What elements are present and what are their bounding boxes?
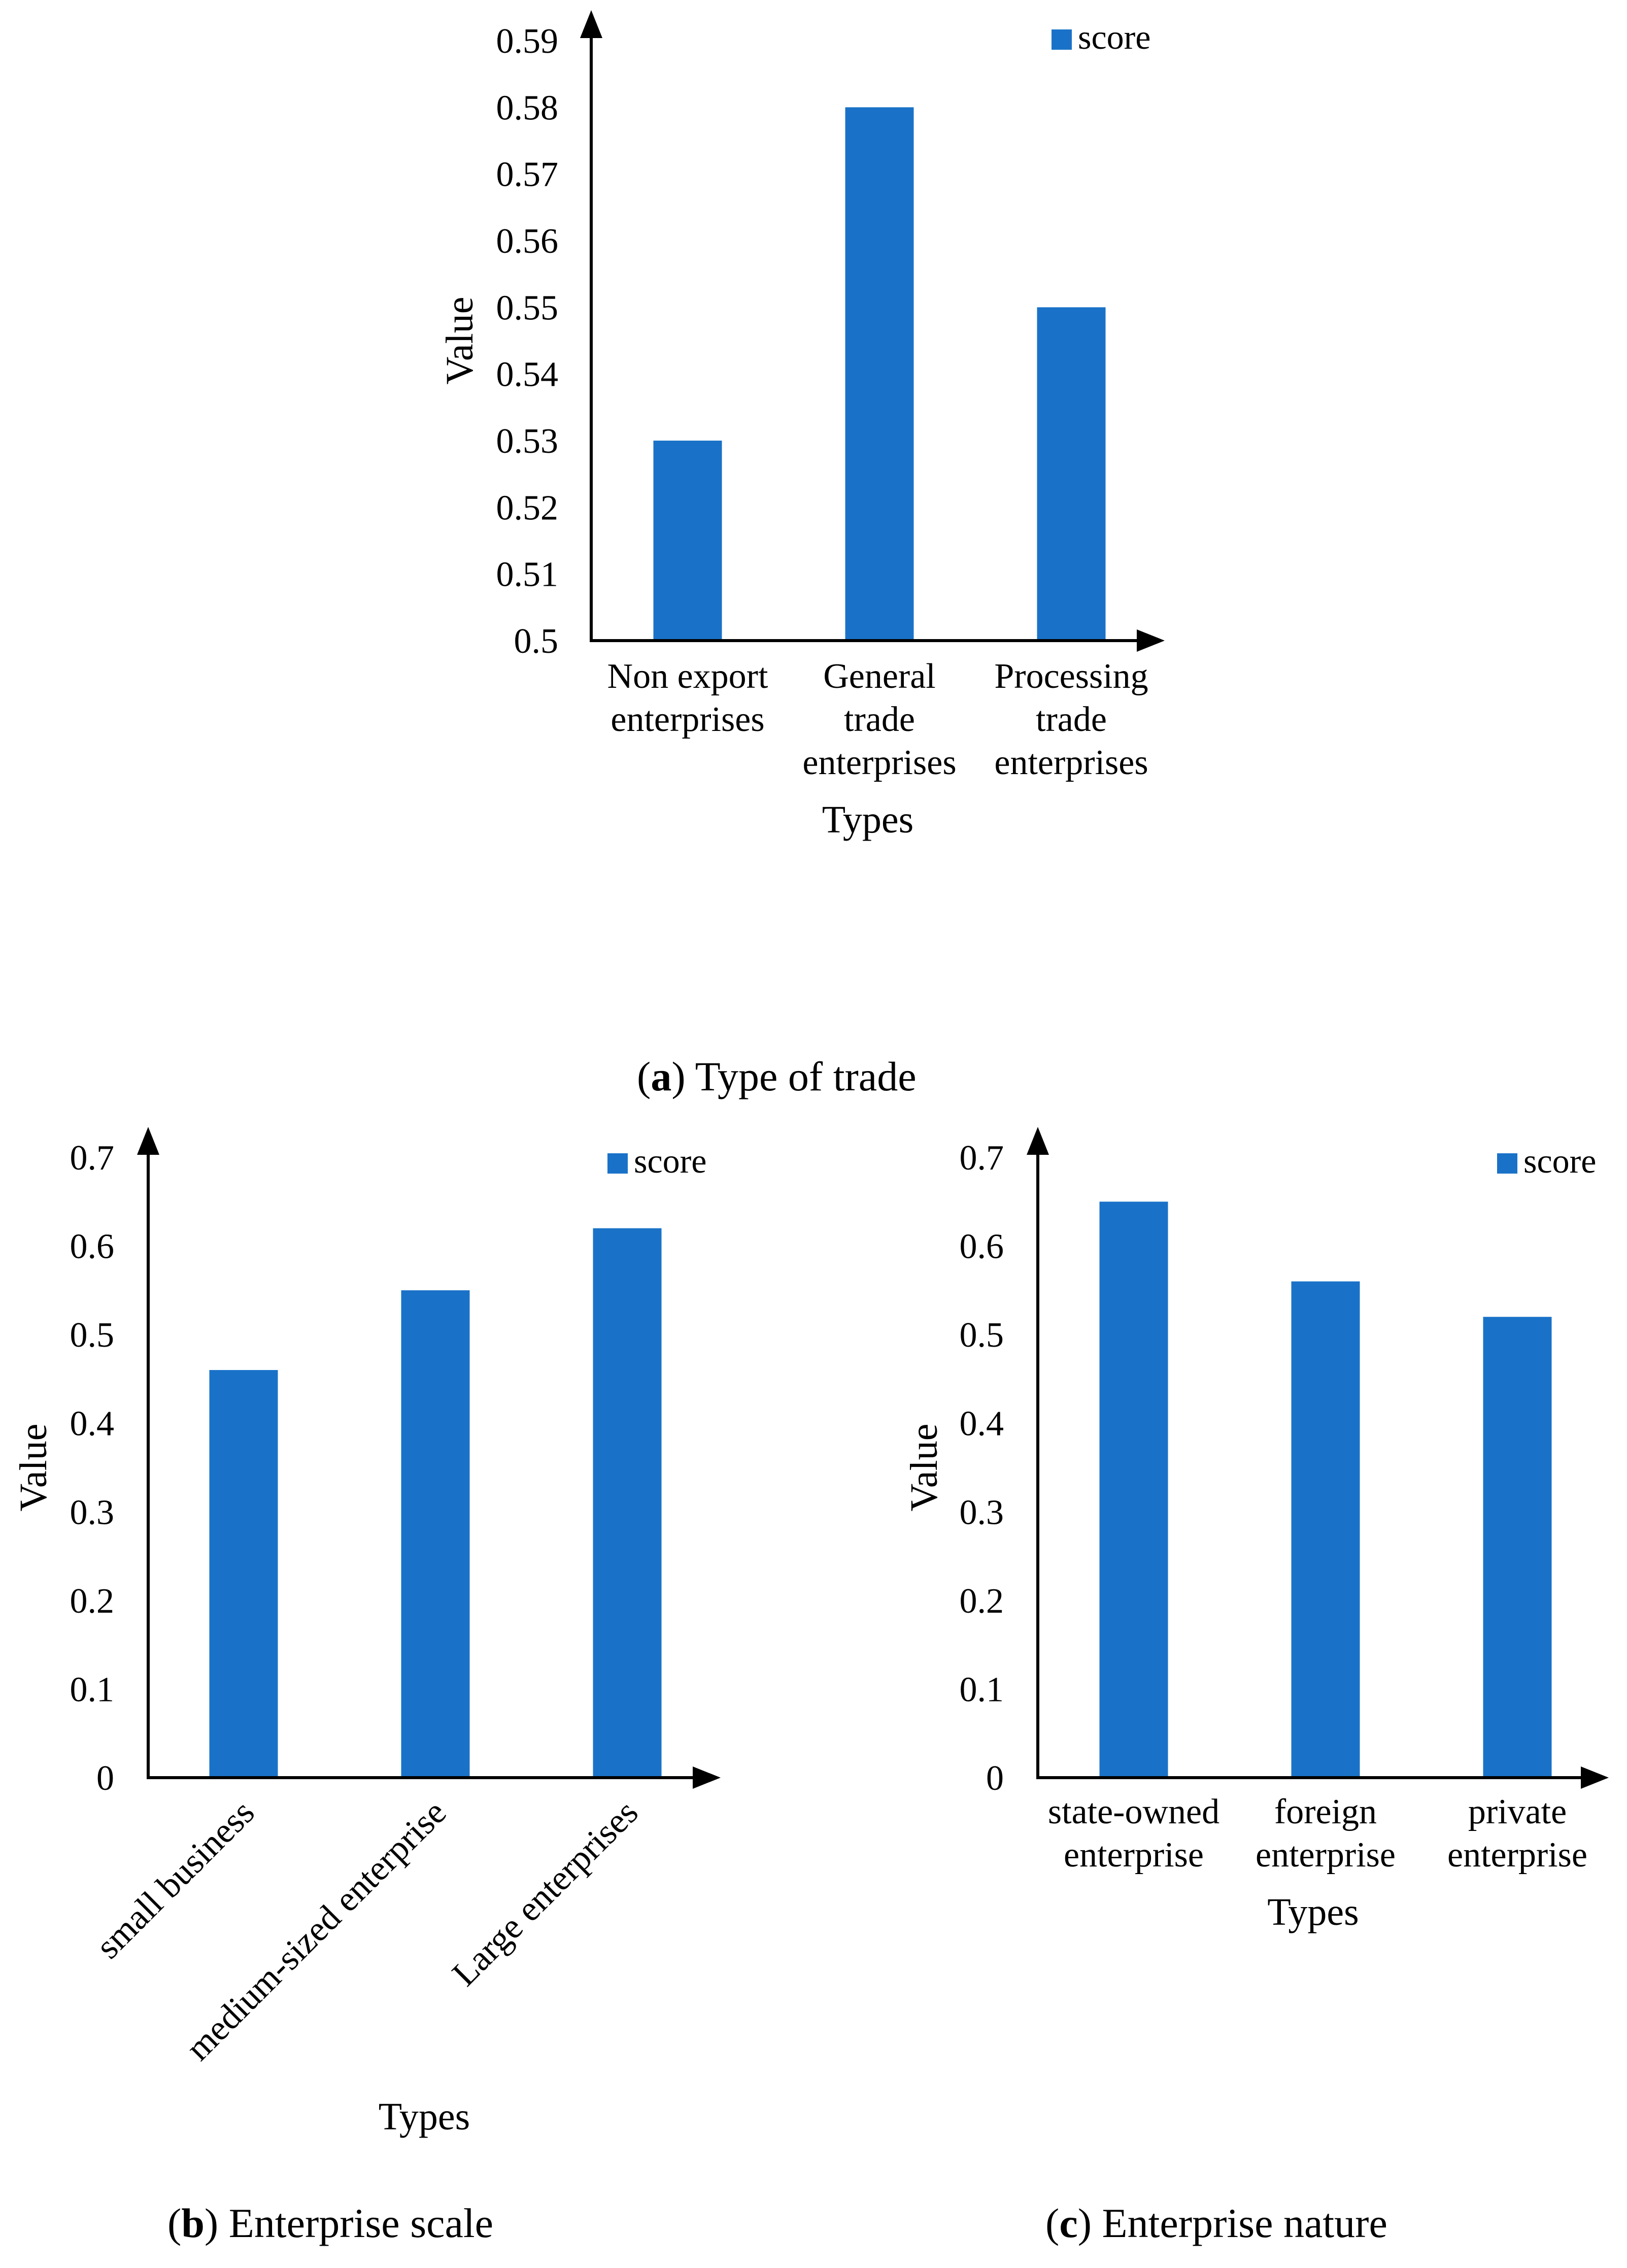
y-tick-label: 0.54 (496, 355, 559, 394)
x-category-label: General trade enterprises (802, 657, 956, 782)
x-category-label-line: foreign (1274, 1792, 1377, 1831)
x-category-label-line: state-owned (1048, 1792, 1219, 1831)
y-axis-title: Value (438, 296, 481, 384)
caption-text: ) Enterprise scale (205, 2200, 493, 2246)
caption-text: ) Type of trade (671, 1053, 916, 1099)
x-category-label: state-owned enterprise (1048, 1792, 1219, 1875)
bar-a-1 (653, 441, 722, 641)
chart-panel-b: 0 0.1 0.2 0.3 0.4 0.5 0.6 0.7 Value score small bu… (12, 1127, 721, 2138)
y-tick-label: 0.2 (70, 1582, 115, 1621)
legend-swatch (607, 1153, 628, 1174)
y-tick-label: 0.7 (70, 1139, 115, 1178)
bar-c-1 (1099, 1202, 1168, 1778)
x-category-label-line: enterprises (611, 700, 764, 739)
y-tick-label: 0.2 (960, 1582, 1004, 1621)
chart-panel-c: 0 0.1 0.2 0.3 0.4 0.5 0.6 0.7 Value score state-ow… (903, 1127, 1609, 1933)
x-category-label-line: private (1468, 1792, 1567, 1831)
x-axis-title: Types (1267, 1891, 1359, 1933)
y-axis-title: Value (903, 1423, 945, 1511)
caption-letter: a (651, 1053, 671, 1099)
y-tick-label: 0.3 (70, 1493, 115, 1532)
x-category-label: private enterprise (1447, 1792, 1587, 1875)
y-axis-arrow-icon (1027, 1127, 1049, 1155)
x-category-label: foreign enterprise (1256, 1792, 1396, 1875)
y-tick-label: 0.55 (496, 288, 559, 327)
panel-caption: (a) Type of trade (637, 1053, 917, 1099)
x-category-label: Processing trade enterprises (994, 657, 1148, 782)
y-tick-label: 0.59 (496, 22, 559, 61)
x-axis-arrow-icon (1581, 1766, 1609, 1789)
panel-caption: (c) Enterprise nature (1045, 2200, 1387, 2246)
y-tick-label: 0.7 (960, 1139, 1004, 1178)
y-tick-label: 0.4 (960, 1405, 1004, 1444)
bar-b-3 (593, 1228, 662, 1778)
y-tick-label: 0.5 (960, 1316, 1004, 1355)
y-tick-label: 0.4 (70, 1405, 115, 1444)
x-category-label-line: enterprises (994, 743, 1148, 782)
x-category-label-line: enterprises (802, 743, 956, 782)
y-tick-label: 0.52 (496, 488, 559, 527)
x-category-label-line: enterprise (1256, 1836, 1396, 1875)
x-category-label-line: General (823, 657, 936, 696)
x-category-label-line: trade (1036, 700, 1107, 739)
legend-label: score (634, 1142, 706, 1180)
legend-swatch (1497, 1153, 1517, 1174)
y-tick-label: 0.1 (960, 1670, 1004, 1709)
x-category-label: Large enterprises (445, 1793, 646, 1994)
x-category-label-line: Non export (607, 657, 768, 696)
chart-panel-a: 0.5 0.51 0.52 0.53 0.54 0.55 0.56 0.57 0.58 0.59 V… (438, 10, 1165, 841)
y-tick-label: 0 (96, 1759, 114, 1798)
y-tick-label: 0.5 (70, 1316, 115, 1355)
caption-open-paren: ( (1045, 2200, 1059, 2246)
caption-letter: c (1059, 2200, 1077, 2246)
caption-open-paren: ( (167, 2200, 181, 2246)
bar-c-2 (1291, 1281, 1360, 1778)
legend-label: score (1523, 1142, 1596, 1180)
y-tick-label: 0.51 (496, 555, 559, 594)
bar-b-2 (401, 1290, 470, 1778)
panel-caption: (b) Enterprise scale (167, 2200, 493, 2246)
x-category-label-line: enterprise (1447, 1836, 1587, 1875)
x-category-label: Non export enterprises (607, 657, 768, 739)
x-axis-arrow-icon (1137, 629, 1165, 652)
y-tick-label: 0.3 (960, 1493, 1004, 1532)
bar-a-2 (845, 107, 914, 641)
bar-a-3 (1037, 307, 1106, 641)
bar-c-3 (1483, 1317, 1552, 1778)
legend-label: score (1078, 18, 1150, 56)
x-axis-title: Types (379, 2095, 470, 2138)
y-tick-label: 0.6 (70, 1227, 115, 1266)
y-tick-label: 0.57 (496, 155, 559, 194)
x-axis-title: Types (822, 798, 913, 841)
y-axis-arrow-icon (137, 1127, 159, 1155)
y-tick-label: 0.58 (496, 88, 559, 127)
bar-b-1 (209, 1370, 278, 1778)
caption-text: ) Enterprise nature (1078, 2200, 1387, 2246)
y-tick-label: 0.56 (496, 222, 559, 261)
x-category-label-line: enterprise (1064, 1836, 1204, 1875)
y-axis-title: Value (12, 1423, 55, 1511)
caption-open-paren: ( (637, 1053, 651, 1099)
caption-letter: b (181, 2200, 205, 2246)
x-axis-arrow-icon (693, 1766, 721, 1789)
y-tick-label: 0.1 (70, 1670, 115, 1709)
y-tick-label: 0.6 (960, 1227, 1004, 1266)
y-tick-label: 0.53 (496, 422, 559, 461)
x-category-label-line: trade (844, 700, 915, 739)
legend-swatch (1052, 29, 1072, 50)
y-tick-label: 0.5 (514, 622, 559, 661)
x-category-label-line: Processing (994, 657, 1148, 696)
y-tick-label: 0 (986, 1759, 1004, 1798)
y-axis-arrow-icon (580, 10, 602, 38)
x-category-label: small business (88, 1793, 262, 1966)
